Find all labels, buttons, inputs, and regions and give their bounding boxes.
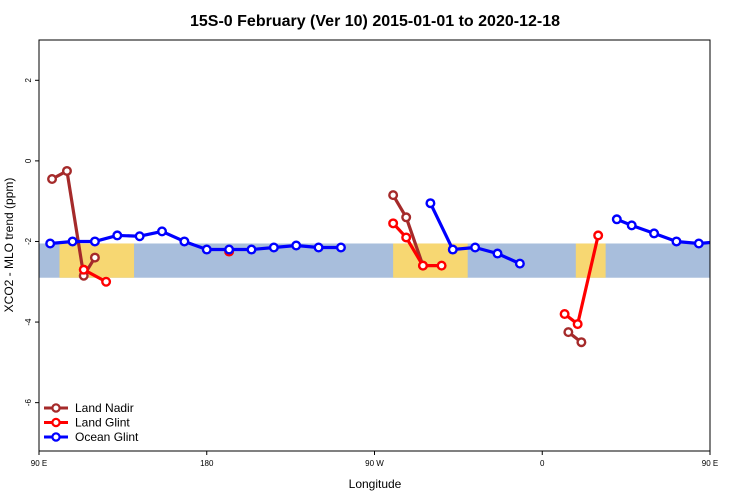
ocean-glint-point bbox=[246, 244, 257, 255]
land-nadir-point bbox=[61, 165, 72, 176]
series-land-nadir bbox=[47, 165, 750, 348]
legend-item-ocean-glint: Ocean Glint bbox=[44, 430, 139, 444]
land-glint-point bbox=[593, 230, 604, 241]
land-nadir-line-3 bbox=[744, 171, 750, 276]
ocean-glint-point bbox=[224, 244, 235, 255]
y-tick-label: -4 bbox=[24, 318, 33, 326]
ocean-glint-point bbox=[626, 220, 637, 231]
ocean-glint-point bbox=[740, 240, 748, 248]
x-axis-label: Longitude bbox=[349, 477, 402, 491]
x-tick-label: 180 bbox=[200, 459, 214, 468]
ocean-glint-point bbox=[201, 244, 212, 255]
land-nadir-point bbox=[563, 327, 574, 338]
legend-label: Ocean Glint bbox=[75, 430, 139, 444]
land-glint-line-2 bbox=[391, 222, 442, 268]
land-nadir-line-0 bbox=[51, 169, 97, 278]
land-nadir-point bbox=[89, 252, 100, 263]
ocean-glint-point bbox=[45, 238, 56, 249]
land-glint-point bbox=[388, 218, 399, 229]
ocean-glint-point bbox=[671, 236, 682, 247]
ocean-glint-point bbox=[112, 230, 123, 241]
legend-label: Land Glint bbox=[75, 416, 130, 430]
ocean-glint-point bbox=[157, 226, 168, 237]
ocean-glint-point bbox=[717, 238, 725, 246]
land-glint-point bbox=[572, 319, 583, 330]
ocean-glint-point bbox=[268, 242, 279, 253]
y-tick-label: -2 bbox=[24, 237, 33, 245]
chart-title: 15S-0 February (Ver 10) 2015-01-01 to 20… bbox=[190, 13, 560, 30]
land-nadir-point bbox=[401, 212, 412, 223]
ocean-glint-point bbox=[89, 236, 100, 247]
series-ocean-glint bbox=[45, 198, 748, 269]
legend-item-land-glint: Land Glint bbox=[44, 416, 130, 430]
land-nadir-point bbox=[47, 174, 58, 185]
ocean-glint-point bbox=[470, 242, 481, 253]
legend-item-land-nadir: Land Nadir bbox=[44, 401, 134, 415]
legend-marker bbox=[51, 403, 61, 413]
land-nadir-point bbox=[740, 175, 748, 183]
ocean-glint-point bbox=[179, 236, 190, 247]
ocean-glint-point bbox=[291, 240, 302, 251]
ocean-glint-point bbox=[649, 228, 660, 239]
x-tick-label: 90 W bbox=[365, 459, 384, 468]
ocean-band-rect bbox=[39, 243, 710, 278]
land-glint-point bbox=[417, 260, 428, 271]
ocean-glint-point bbox=[425, 198, 436, 209]
ocean-glint-point bbox=[313, 242, 324, 253]
land-glint-point bbox=[78, 264, 89, 275]
x-tick-label: 90 E bbox=[31, 459, 47, 468]
ocean-glint-point bbox=[335, 242, 346, 253]
y-tick-label: -6 bbox=[24, 399, 33, 407]
land-glint-point bbox=[401, 232, 412, 243]
ocean-glint-line-2 bbox=[616, 217, 710, 246]
x-axis: 90 E 180 90 W 0 90 E bbox=[31, 451, 718, 468]
ocean-glint-point bbox=[693, 238, 704, 249]
land-nadir-point bbox=[576, 337, 587, 348]
ocean-glint-point bbox=[611, 214, 622, 225]
land-glint-point bbox=[559, 309, 570, 320]
ocean-glint-point bbox=[134, 231, 145, 242]
x-tick-label: 90 E bbox=[702, 459, 718, 468]
y-axis-label: XCO2 - MLO trend (ppm) bbox=[2, 178, 16, 313]
ocean-glint-point bbox=[67, 236, 78, 247]
legend-marker bbox=[51, 417, 61, 428]
legend-label: Land Nadir bbox=[75, 401, 134, 415]
ocean-band bbox=[39, 243, 710, 278]
land-glint-point bbox=[436, 260, 447, 271]
y-tick-label: 0 bbox=[24, 158, 33, 163]
x-tick-label: 0 bbox=[540, 459, 545, 468]
y-axis: 2 0 -2 -4 -6 bbox=[24, 78, 39, 407]
ocean-glint-point bbox=[447, 244, 458, 255]
land-nadir-point bbox=[388, 190, 399, 201]
legend-marker bbox=[51, 432, 61, 442]
series-layer bbox=[45, 165, 750, 348]
land-glint-point bbox=[101, 276, 112, 287]
ocean-glint-point bbox=[514, 258, 525, 269]
y-tick-label: 2 bbox=[24, 78, 33, 83]
ocean-glint-point bbox=[492, 248, 503, 259]
